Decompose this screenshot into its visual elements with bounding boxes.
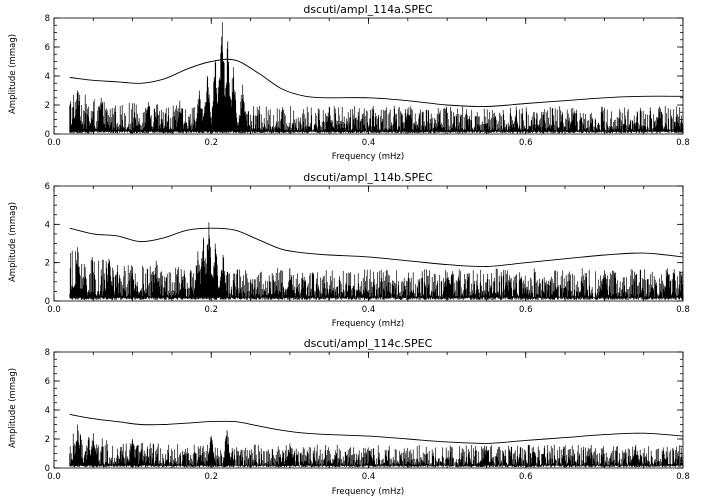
panel-c-threshold-curve — [69, 413, 684, 444]
panel-b: dscuti/ampl_114b.SPEC Amplitude (mmag) F… — [8, 171, 690, 329]
panel-c-y-tick-label: 6 — [45, 377, 50, 387]
panel-b-y-tick-label: 4 — [45, 220, 50, 230]
panel-a-amplitude-spectrum — [69, 22, 684, 134]
panel-b-x-tick-label: 0.6 — [519, 305, 533, 315]
panel-b-title: dscuti/ampl_114b.SPEC — [303, 171, 433, 184]
panel-a-x-tick-label: 0.2 — [204, 138, 218, 148]
panel-b-y-tick-label: 0 — [45, 297, 50, 307]
panel-b-amplitude-spectrum — [69, 222, 684, 300]
panel-c-y-tick-label: 0 — [45, 464, 50, 474]
panel-a-x-tick-label: 0.4 — [362, 138, 376, 148]
panel-b-y-tick-label: 2 — [45, 259, 50, 269]
panel-c-y-tick-label: 2 — [45, 435, 50, 445]
panel-c-x-tick-label: 0.2 — [204, 472, 218, 482]
panel-c: dscuti/ampl_114c.SPEC Amplitude (mmag) F… — [8, 337, 690, 497]
panel-a: dscuti/ampl_114a.SPEC Amplitude (mmag) F… — [8, 3, 690, 162]
panel-b-threshold-curve — [69, 227, 684, 267]
panel-a-x-tick-label: 0.8 — [676, 138, 690, 148]
panel-b-plot-area: 0.0 0.2 0.4 0.6 0.8 0 2 4 6 — [45, 182, 690, 315]
panel-b-frame — [53, 185, 684, 302]
panel-b-x-tick-label: 0.4 — [362, 305, 376, 315]
panel-b-y-axis-label: Amplitude (mmag) — [8, 202, 18, 282]
panel-b-y-tick-label: 6 — [45, 182, 50, 192]
panel-a-threshold-curve — [69, 58, 684, 107]
panel-b-x-axis-label: Frequency (mHz) — [332, 319, 404, 329]
panel-a-y-tick-label: 8 — [45, 14, 50, 24]
panel-c-x-tick-label: 0.8 — [676, 472, 690, 482]
panel-a-plot-area: 0.0 0.2 0.4 0.6 0.8 0 2 4 6 8 — [45, 14, 690, 148]
panel-c-y-tick-label: 4 — [45, 406, 50, 416]
panel-a-y-tick-label: 4 — [45, 72, 50, 82]
panel-c-x-tick-label: 0.4 — [362, 472, 376, 482]
panel-c-amplitude-spectrum — [69, 424, 684, 468]
panel-a-x-tick-label: 0.0 — [47, 138, 61, 148]
panel-c-y-axis-label: Amplitude (mmag) — [8, 368, 18, 448]
panel-c-x-tick-label: 0.0 — [47, 472, 61, 482]
panel-c-x-tick-label: 0.6 — [519, 472, 533, 482]
panel-b-x-tick-label: 0.2 — [204, 305, 218, 315]
panel-a-y-tick-label: 2 — [45, 101, 50, 111]
panel-a-y-tick-label: 0 — [45, 130, 50, 140]
panel-b-x-tick-label: 0.0 — [47, 305, 61, 315]
panel-a-x-axis-label: Frequency (mHz) — [332, 152, 404, 162]
panel-a-title: dscuti/ampl_114a.SPEC — [303, 3, 433, 16]
panel-c-title: dscuti/ampl_114c.SPEC — [304, 337, 433, 350]
panel-a-y-axis-label: Amplitude (mmag) — [8, 34, 18, 114]
panel-c-y-tick-label: 8 — [45, 348, 50, 358]
panel-c-plot-area: 0.0 0.2 0.4 0.6 0.8 0 2 4 6 8 — [45, 348, 690, 482]
panel-a-x-tick-label: 0.6 — [519, 138, 533, 148]
panel-a-y-tick-label: 6 — [45, 43, 50, 53]
panel-b-x-tick-label: 0.8 — [676, 305, 690, 315]
panel-c-x-axis-label: Frequency (mHz) — [332, 487, 404, 497]
